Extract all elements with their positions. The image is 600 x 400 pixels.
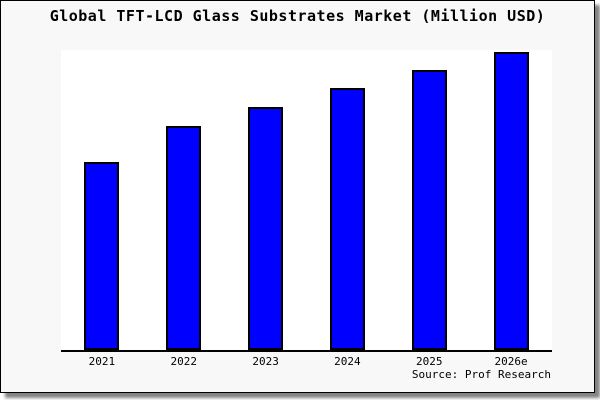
- x-tick-label-2025: 2025: [416, 355, 443, 368]
- chart-frame: Global TFT-LCD Glass Substrates Market (…: [0, 0, 595, 393]
- bar-2023: [248, 107, 284, 350]
- plot-area: [61, 50, 552, 352]
- x-tick-label-2023: 2023: [252, 355, 279, 368]
- bar-2026e: [493, 52, 529, 350]
- x-tick-label-2024: 2024: [334, 355, 361, 368]
- bar-2022: [166, 126, 202, 350]
- bar-2025: [411, 70, 447, 350]
- bar-2021: [84, 162, 120, 350]
- chart-title: Global TFT-LCD Glass Substrates Market (…: [49, 7, 546, 25]
- bar-2024: [329, 88, 365, 350]
- source-note: Source: Prof Research: [411, 368, 551, 381]
- x-tick-label-2026e: 2026e: [494, 355, 528, 368]
- x-tick-label-2021: 2021: [88, 355, 116, 368]
- x-tick-label-2022: 2022: [170, 355, 198, 368]
